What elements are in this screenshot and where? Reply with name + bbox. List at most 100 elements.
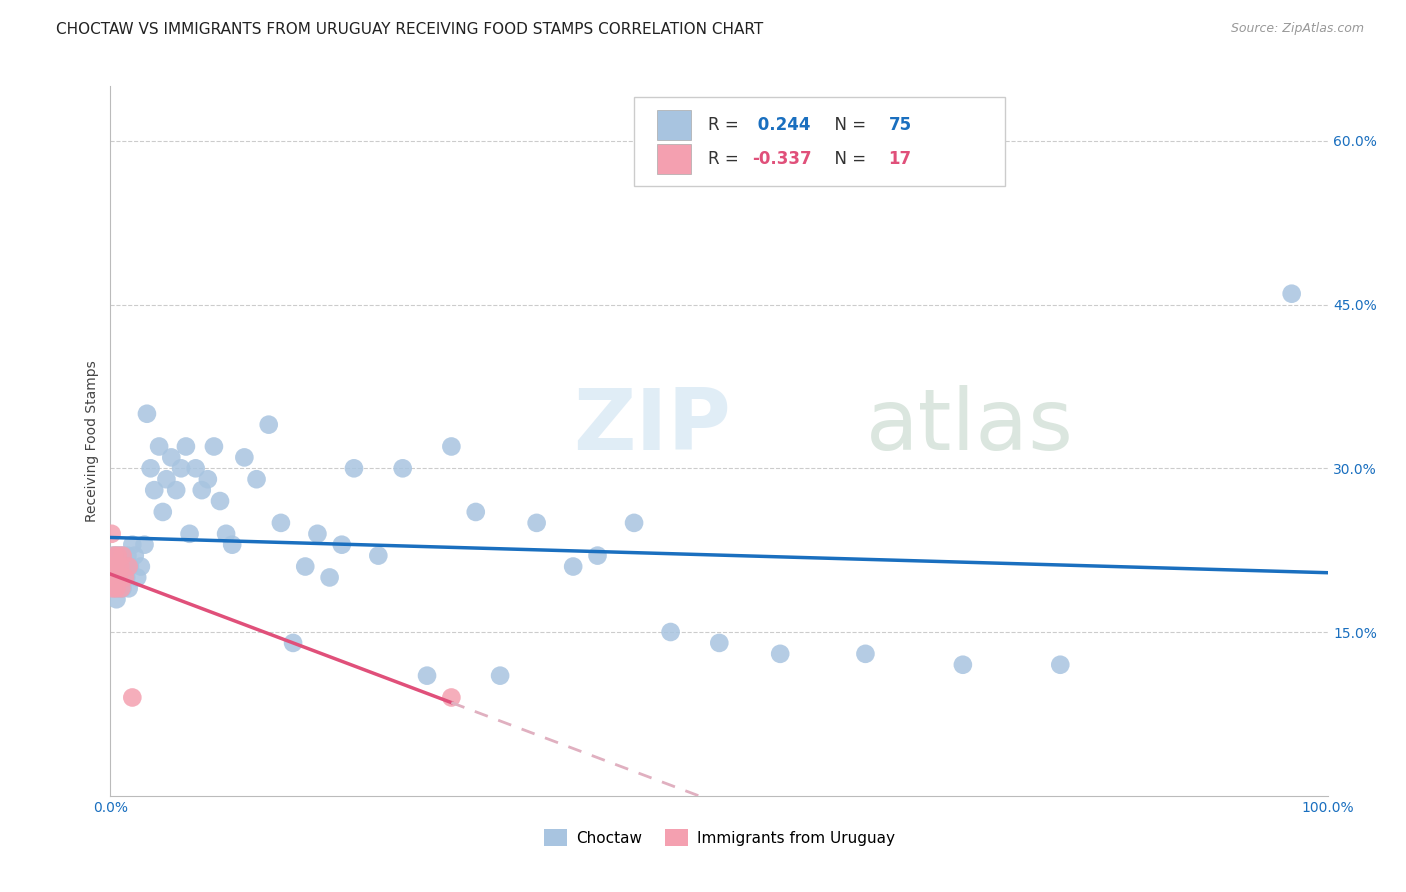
- Point: [440, 440, 463, 454]
- Point: [108, 582, 131, 596]
- Point: [562, 559, 585, 574]
- Point: [769, 647, 792, 661]
- Point: [160, 450, 183, 465]
- Text: -0.337: -0.337: [752, 150, 811, 168]
- Point: [1049, 657, 1071, 672]
- Point: [208, 494, 231, 508]
- Text: N =: N =: [824, 116, 872, 134]
- Point: [155, 472, 177, 486]
- Point: [318, 570, 340, 584]
- Point: [100, 559, 122, 574]
- Point: [659, 625, 682, 640]
- Point: [174, 440, 197, 454]
- Point: [124, 549, 146, 563]
- Point: [855, 647, 877, 661]
- Y-axis label: Receiving Food Stamps: Receiving Food Stamps: [86, 360, 100, 522]
- Text: ZIP: ZIP: [574, 385, 731, 468]
- Point: [100, 526, 122, 541]
- Point: [179, 526, 201, 541]
- Point: [118, 559, 141, 574]
- Point: [110, 582, 132, 596]
- Text: R =: R =: [709, 116, 744, 134]
- Point: [112, 570, 135, 584]
- Point: [197, 472, 219, 486]
- Point: [118, 559, 141, 574]
- Point: [118, 582, 141, 596]
- Text: 17: 17: [889, 150, 911, 168]
- Point: [170, 461, 193, 475]
- Point: [952, 657, 974, 672]
- Point: [111, 549, 134, 563]
- Text: 75: 75: [889, 116, 911, 134]
- Point: [114, 559, 136, 574]
- Point: [105, 592, 128, 607]
- Point: [221, 538, 243, 552]
- Point: [108, 549, 131, 563]
- Point: [110, 559, 132, 574]
- Point: [136, 407, 159, 421]
- Point: [129, 559, 152, 574]
- Point: [623, 516, 645, 530]
- FancyBboxPatch shape: [657, 110, 692, 139]
- Point: [586, 549, 609, 563]
- Point: [148, 440, 170, 454]
- Point: [115, 570, 138, 584]
- Point: [139, 461, 162, 475]
- Point: [1281, 286, 1303, 301]
- Point: [104, 549, 127, 563]
- FancyBboxPatch shape: [657, 144, 692, 174]
- Point: [307, 526, 329, 541]
- Point: [111, 549, 134, 563]
- Text: CHOCTAW VS IMMIGRANTS FROM URUGUAY RECEIVING FOOD STAMPS CORRELATION CHART: CHOCTAW VS IMMIGRANTS FROM URUGUAY RECEI…: [56, 22, 763, 37]
- Point: [165, 483, 187, 497]
- Point: [107, 582, 129, 596]
- Point: [105, 582, 128, 596]
- Point: [111, 582, 134, 596]
- Point: [101, 570, 124, 584]
- Point: [110, 570, 132, 584]
- Point: [121, 538, 143, 552]
- Point: [117, 549, 139, 563]
- Point: [270, 516, 292, 530]
- Point: [100, 559, 122, 574]
- Point: [107, 549, 129, 563]
- Point: [152, 505, 174, 519]
- Point: [184, 461, 207, 475]
- Point: [101, 570, 124, 584]
- Legend: Choctaw, Immigrants from Uruguay: Choctaw, Immigrants from Uruguay: [537, 823, 901, 852]
- Point: [104, 559, 127, 574]
- Point: [104, 570, 127, 584]
- Point: [105, 559, 128, 574]
- Point: [121, 690, 143, 705]
- Point: [127, 570, 149, 584]
- FancyBboxPatch shape: [634, 97, 1005, 186]
- Point: [108, 570, 131, 584]
- Point: [245, 472, 267, 486]
- Point: [526, 516, 548, 530]
- Text: R =: R =: [709, 150, 744, 168]
- Point: [107, 549, 129, 563]
- Point: [281, 636, 304, 650]
- Point: [103, 559, 125, 574]
- Point: [294, 559, 316, 574]
- Point: [391, 461, 413, 475]
- Text: atlas: atlas: [866, 385, 1073, 468]
- Point: [103, 549, 125, 563]
- Point: [367, 549, 389, 563]
- Point: [464, 505, 486, 519]
- Point: [416, 668, 439, 682]
- Point: [108, 570, 131, 584]
- Point: [101, 582, 124, 596]
- Text: 0.244: 0.244: [752, 116, 811, 134]
- Point: [101, 549, 124, 563]
- Text: Source: ZipAtlas.com: Source: ZipAtlas.com: [1230, 22, 1364, 36]
- Point: [489, 668, 512, 682]
- Point: [440, 690, 463, 705]
- Point: [134, 538, 156, 552]
- Point: [257, 417, 280, 432]
- Point: [215, 526, 238, 541]
- Text: N =: N =: [824, 150, 872, 168]
- Point: [103, 582, 125, 596]
- Point: [108, 559, 131, 574]
- Point: [233, 450, 256, 465]
